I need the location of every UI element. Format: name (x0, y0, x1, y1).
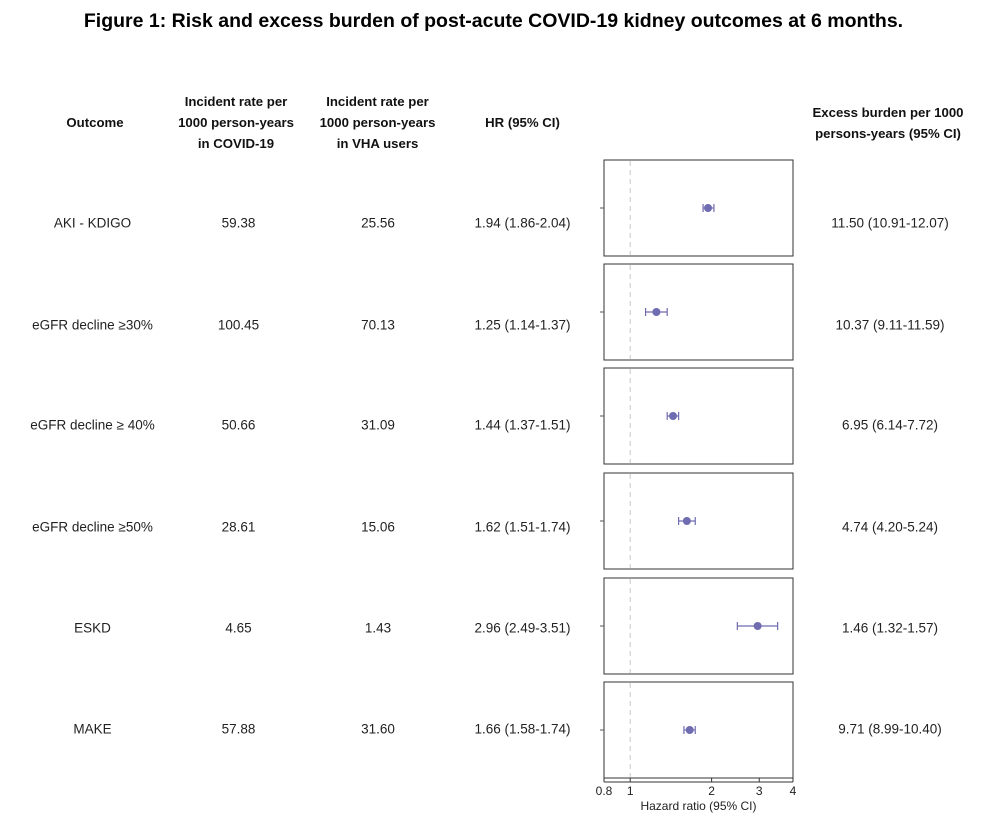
x-tick-label: 4 (790, 784, 797, 798)
row-outcome: eGFR decline ≥30% (32, 317, 153, 333)
header-hr-line: HR (95% CI) (485, 115, 560, 130)
row-excess-burden: 10.37 (9.11-11.59) (835, 317, 945, 333)
header-covid-rate-line: in COVID-19 (197, 136, 275, 151)
header-excess-line: Excess burden per 1000 (812, 105, 964, 120)
header-vha-rate-line: Incident rate per (326, 94, 429, 109)
row-outcome: MAKE (73, 721, 112, 737)
hr-point (682, 517, 691, 525)
row-vha-rate: 70.13 (361, 317, 395, 333)
row-outcome: ESKD (74, 620, 111, 636)
row-hr: 1.62 (1.51-1.74) (474, 519, 571, 535)
row-excess-burden: 11.50 (10.91-12.07) (831, 215, 949, 231)
header-hr: HR (95% CI) (455, 112, 590, 133)
row-excess-burden: 4.74 (4.20-5.24) (841, 519, 939, 535)
row-vha-rate: 31.60 (361, 721, 395, 737)
row-hr: 1.44 (1.37-1.51) (474, 417, 571, 433)
row-outcome: eGFR decline ≥ 40% (30, 417, 155, 433)
figure-title: Figure 1: Risk and excess burden of post… (83, 10, 904, 32)
header-vha-rate: Incident rate per 1000 person-years in V… (305, 91, 450, 154)
row-covid-rate: 4.65 (225, 620, 252, 636)
header-vha-rate-line: in VHA users (336, 136, 419, 151)
header-outcome-line: Outcome (66, 115, 124, 130)
header-excess-burden: Excess burden per 1000 persons-years (95… (798, 102, 978, 144)
row-vha-rate: 1.43 (364, 620, 392, 636)
header-outcome: Outcome (30, 112, 160, 133)
row-covid-rate: 100.45 (217, 317, 260, 333)
row-covid-rate: 50.66 (221, 417, 256, 433)
x-tick-label: 3 (756, 784, 763, 798)
x-tick-label: 1 (627, 784, 634, 798)
hr-point (753, 622, 762, 630)
header-excess-line: persons-years (95% CI) (815, 126, 961, 141)
row-hr: 2.96 (2.49-3.51) (474, 620, 571, 636)
row-excess-burden: 6.95 (6.14-7.72) (841, 417, 939, 433)
row-vha-rate: 31.09 (361, 417, 395, 433)
forest-panel (603, 367, 794, 465)
forest-panel (603, 159, 794, 257)
row-covid-rate: 59.38 (221, 215, 256, 231)
hr-point (669, 412, 678, 420)
row-excess-burden: 9.71 (8.99-10.40) (838, 721, 942, 737)
x-tick-label: 2 (708, 784, 715, 798)
row-covid-rate: 28.61 (221, 519, 256, 535)
forest-panel (603, 263, 794, 361)
header-vha-rate-line: 1000 person-years (319, 115, 436, 130)
row-outcome: eGFR decline ≥50% (32, 519, 153, 535)
header-covid-rate-line: Incident rate per (184, 94, 288, 109)
forest-panel (603, 681, 794, 779)
row-vha-rate: 25.56 (361, 215, 395, 231)
header-covid-rate: Incident rate per 1000 person-years in C… (166, 91, 306, 154)
x-tick-label: 0.8 (596, 784, 613, 798)
hr-point (652, 308, 661, 316)
row-outcome: AKI - KDIGO (53, 215, 132, 231)
row-hr: 1.94 (1.86-2.04) (474, 215, 571, 231)
row-hr: 1.66 (1.58-1.74) (474, 721, 571, 737)
hr-point (685, 726, 694, 734)
header-covid-rate-line: 1000 person-years (178, 115, 294, 130)
row-excess-burden: 1.46 (1.32-1.57) (841, 620, 939, 636)
x-axis-title: Hazard ratio (95% CI) (640, 799, 756, 813)
forest-panel (603, 472, 794, 570)
row-vha-rate: 15.06 (361, 519, 395, 535)
hr-point (704, 204, 713, 212)
row-covid-rate: 57.88 (221, 721, 256, 737)
row-hr: 1.25 (1.14-1.37) (474, 317, 571, 333)
